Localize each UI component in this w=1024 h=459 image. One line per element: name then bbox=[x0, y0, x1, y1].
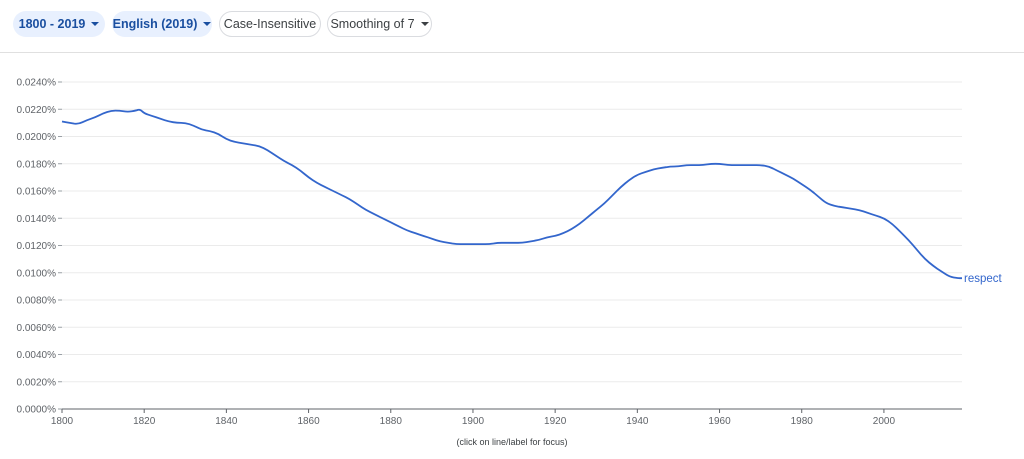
caret-down-icon bbox=[203, 22, 212, 26]
x-tick-label: 1980 bbox=[791, 416, 814, 427]
corpus-label: English (2019) bbox=[112, 17, 198, 31]
focus-hint: (click on line/label for focus) bbox=[456, 437, 568, 447]
y-tick-label: 0.0060% bbox=[17, 323, 57, 334]
y-tick-label: 0.0020% bbox=[17, 377, 57, 388]
y-tick-label: 0.0140% bbox=[17, 214, 57, 225]
caret-down-icon bbox=[420, 22, 429, 26]
y-tick-label: 0.0240% bbox=[17, 78, 57, 89]
x-tick-label: 1860 bbox=[297, 416, 320, 427]
series-group: respect bbox=[61, 108, 1003, 285]
y-tick-label: 0.0080% bbox=[17, 296, 57, 307]
x-tick-label: 1900 bbox=[462, 416, 485, 427]
case-insensitive-toggle[interactable]: Case-Insensitive bbox=[219, 11, 321, 37]
x-tick-label: 1880 bbox=[380, 416, 403, 427]
x-tick-label: 1920 bbox=[544, 416, 567, 427]
y-tick-label: 0.0120% bbox=[17, 241, 57, 252]
grid bbox=[62, 81, 962, 383]
smoothing-label: Smoothing of 7 bbox=[330, 17, 415, 31]
series-line-respect[interactable] bbox=[61, 108, 962, 280]
year-range-label: 1800 - 2019 bbox=[18, 17, 86, 31]
x-tick-label: 2000 bbox=[873, 416, 896, 427]
y-tick-label: 0.0000% bbox=[17, 405, 57, 416]
y-tick-label: 0.0040% bbox=[17, 350, 57, 361]
corpus-dropdown[interactable]: English (2019) bbox=[112, 11, 212, 37]
year-range-dropdown[interactable]: 1800 - 2019 bbox=[13, 11, 105, 37]
x-tick-label: 1820 bbox=[133, 416, 156, 427]
y-tick-label: 0.0180% bbox=[17, 159, 57, 170]
x-tick-label: 1800 bbox=[51, 416, 74, 427]
y-tick-label: 0.0220% bbox=[17, 105, 57, 116]
series-label-respect[interactable]: respect bbox=[964, 273, 1003, 285]
ngram-chart: 0.0000% 0.0020% 0.0040% 0.0060% 0.0080% 0.010… bbox=[17, 78, 1003, 428]
case-label: Case-Insensitive bbox=[223, 17, 317, 31]
y-tick-label: 0.0100% bbox=[17, 268, 57, 279]
y-axis: 0.0000% 0.0020% 0.0040% 0.0060% 0.0080% 0.010… bbox=[17, 78, 62, 416]
x-tick-label: 1960 bbox=[708, 416, 731, 427]
x-tick-label: 1840 bbox=[215, 416, 238, 427]
smoothing-dropdown[interactable]: Smoothing of 7 bbox=[327, 11, 432, 37]
toolbar: 1800 - 2019 English (2019) Case-Insensit… bbox=[0, 0, 1024, 53]
caret-down-icon bbox=[91, 22, 100, 26]
x-axis: 1800 1820 1840 1860 1880 1900 1920 1940 1960 1980… bbox=[51, 408, 962, 427]
y-tick-label: 0.0200% bbox=[17, 132, 57, 143]
x-tick-label: 1940 bbox=[626, 416, 649, 427]
y-tick-label: 0.0160% bbox=[17, 187, 57, 198]
